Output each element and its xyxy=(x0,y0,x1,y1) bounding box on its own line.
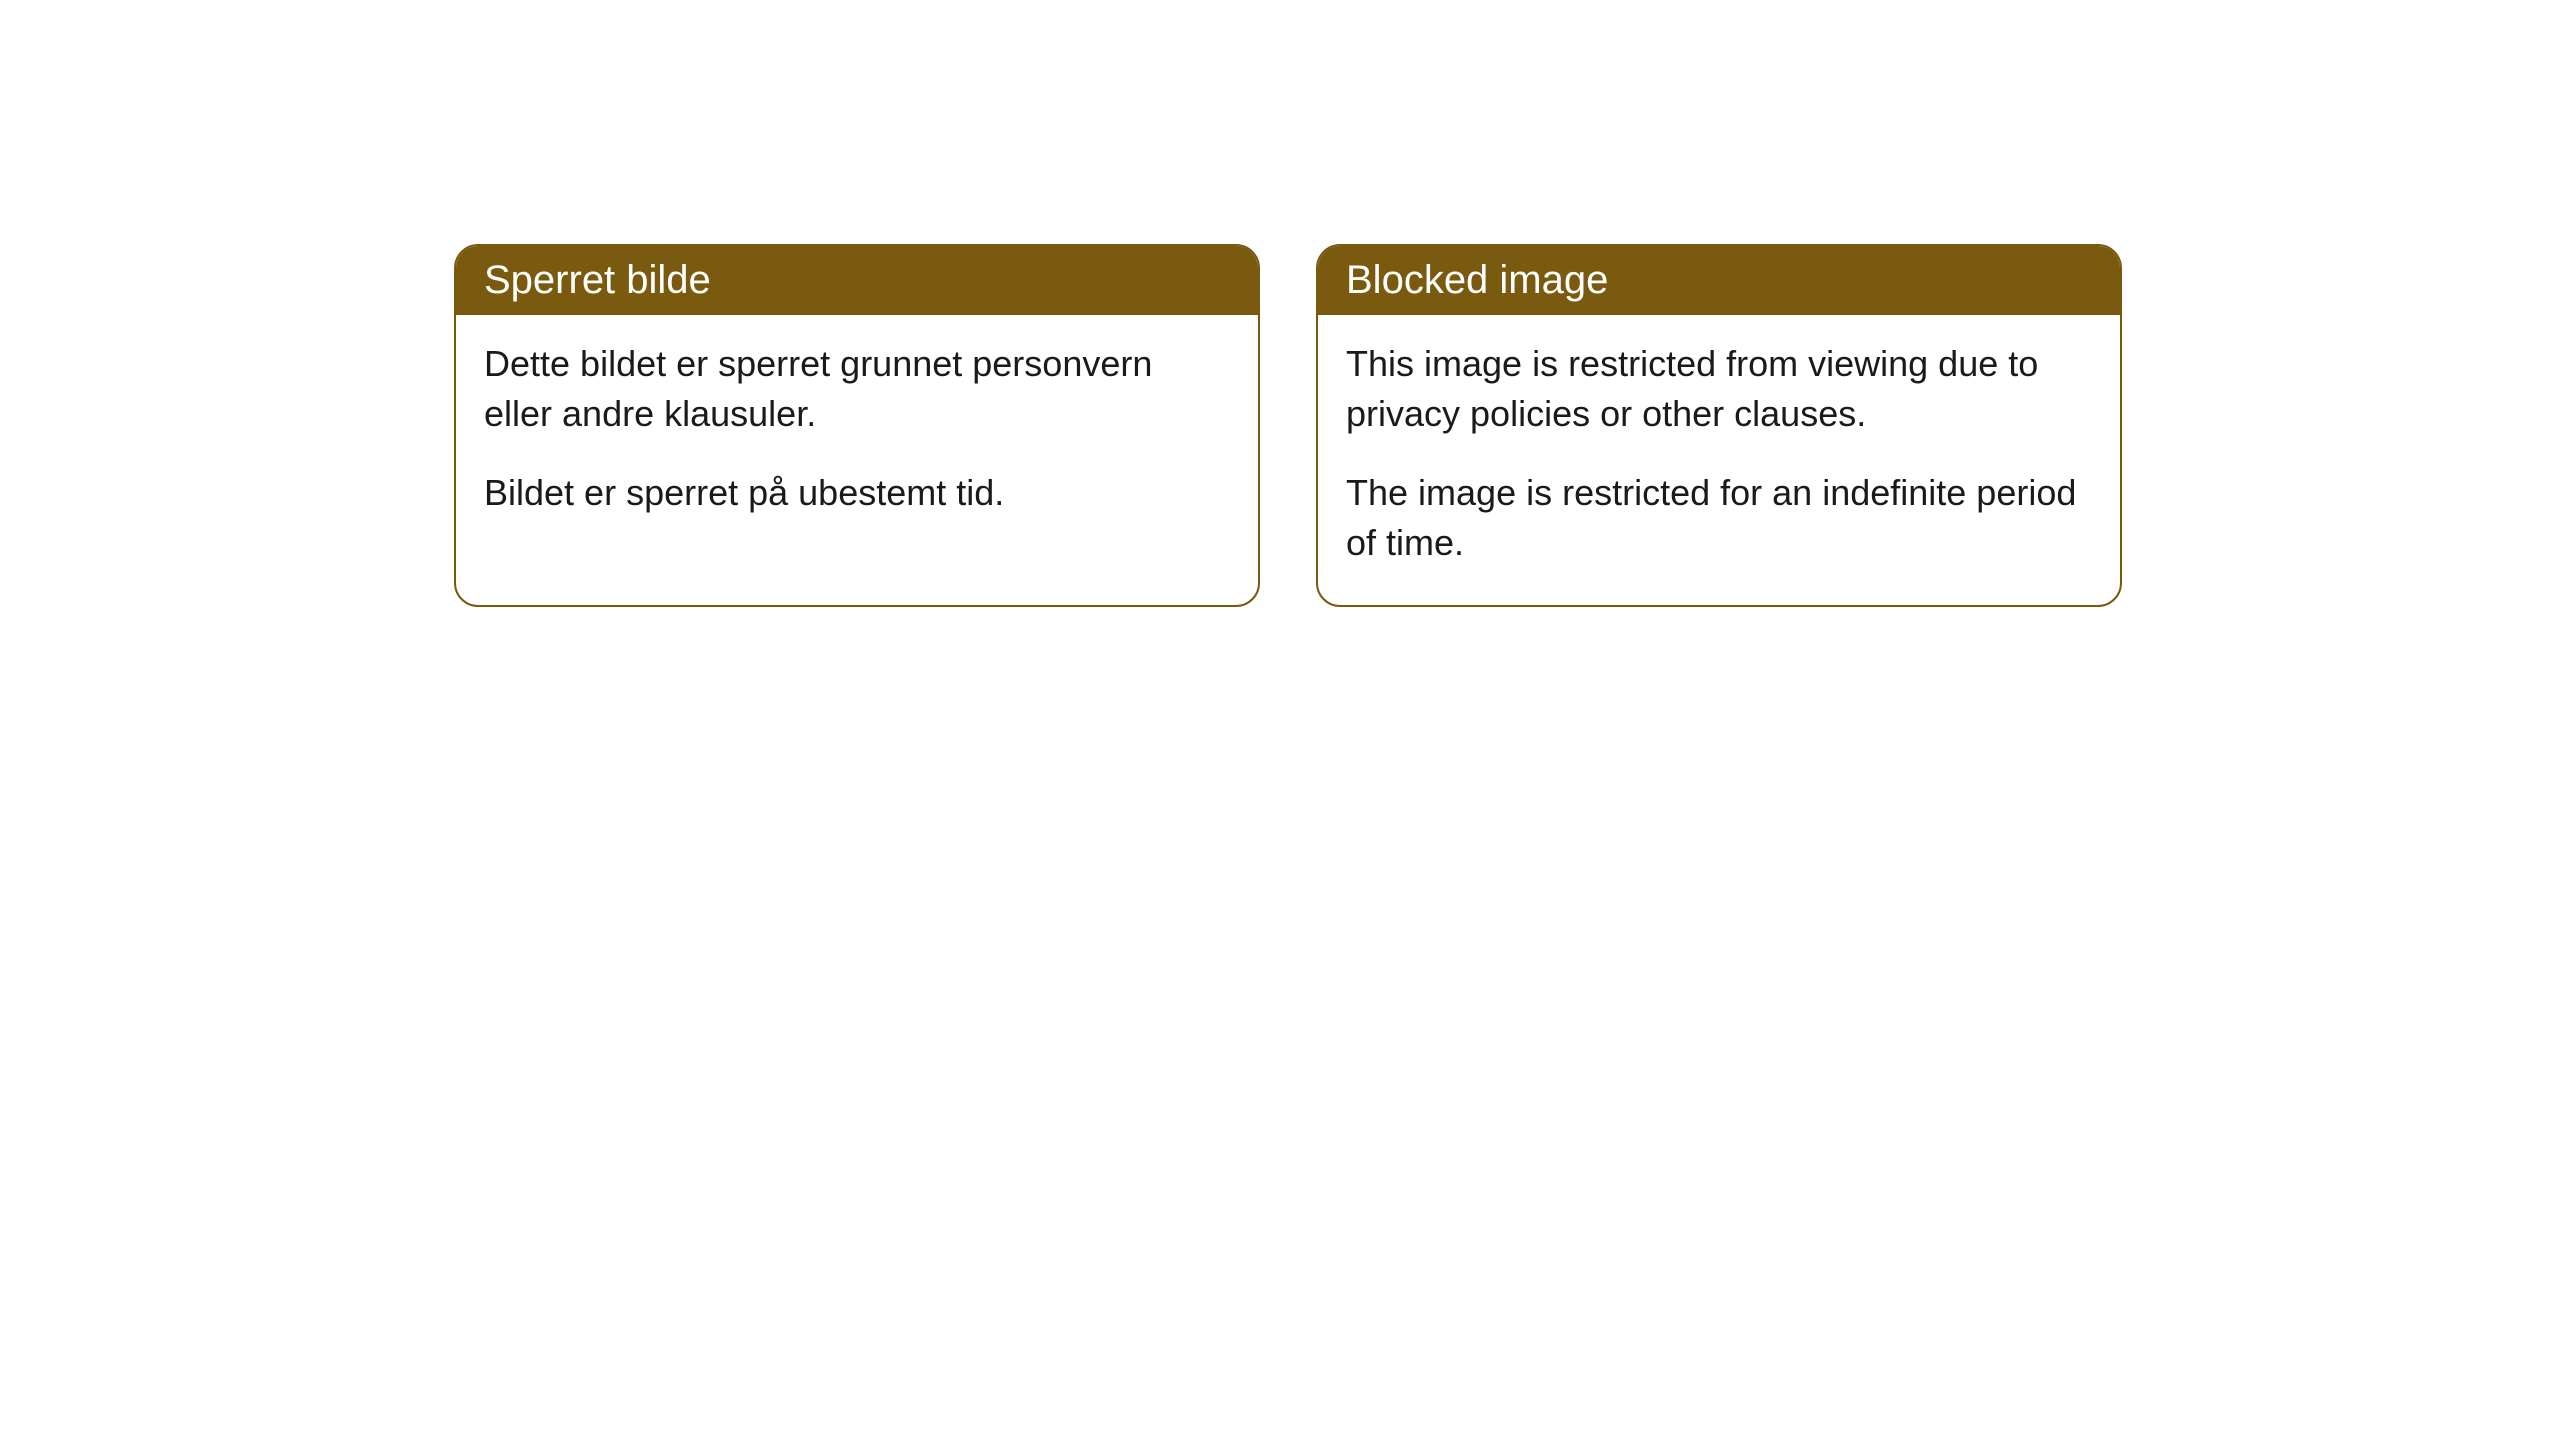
notice-cards-container: Sperret bilde Dette bildet er sperret gr… xyxy=(454,244,2122,607)
card-title: Blocked image xyxy=(1346,258,1608,302)
card-paragraph: Dette bildet er sperret grunnet personve… xyxy=(484,339,1230,440)
card-body: Dette bildet er sperret grunnet personve… xyxy=(456,315,1258,554)
card-title: Sperret bilde xyxy=(484,258,711,302)
card-paragraph: The image is restricted for an indefinit… xyxy=(1346,468,2092,569)
notice-card-english: Blocked image This image is restricted f… xyxy=(1316,244,2122,607)
card-header: Blocked image xyxy=(1318,246,2120,315)
card-body: This image is restricted from viewing du… xyxy=(1318,315,2120,605)
notice-card-norwegian: Sperret bilde Dette bildet er sperret gr… xyxy=(454,244,1260,607)
card-header: Sperret bilde xyxy=(456,246,1258,315)
card-paragraph: This image is restricted from viewing du… xyxy=(1346,339,2092,440)
card-paragraph: Bildet er sperret på ubestemt tid. xyxy=(484,468,1230,518)
